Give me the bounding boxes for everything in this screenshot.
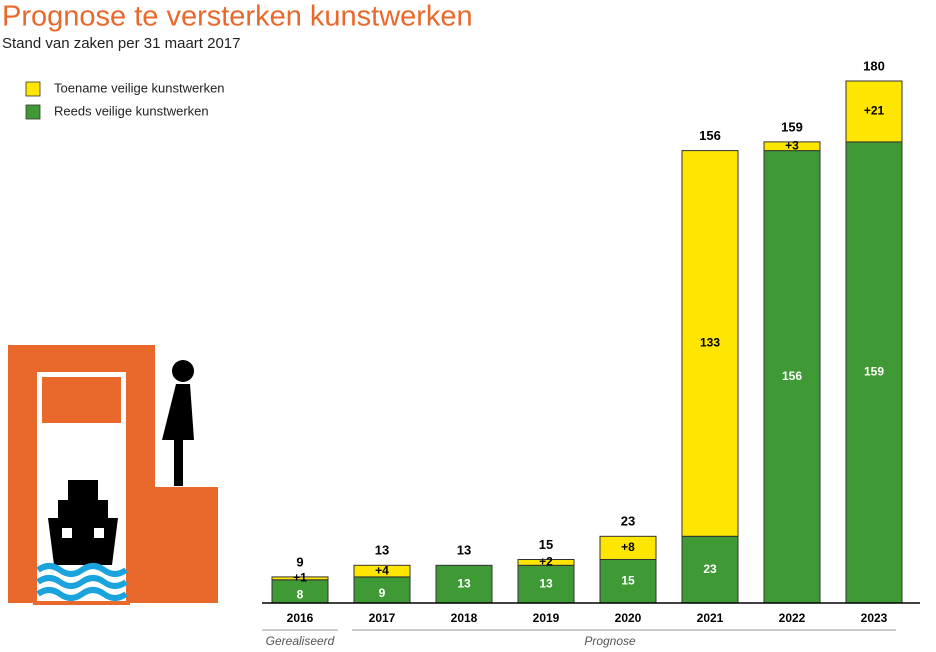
x-tick-label: 2017	[369, 611, 396, 625]
bar-segment	[353, 564, 411, 578]
illustration	[8, 345, 218, 605]
bar-segment	[599, 535, 657, 560]
value-label: +21	[864, 104, 885, 118]
bar-segment	[681, 150, 739, 537]
total-label: 15	[539, 537, 553, 552]
value-label: 23	[703, 562, 717, 576]
value-label: 9	[379, 586, 386, 600]
legend-swatch	[25, 81, 41, 97]
group-label: Prognose	[584, 634, 636, 648]
chart-subtitle: Stand van zaken per 31 maart 2017	[2, 35, 241, 52]
value-label: +4	[375, 563, 389, 577]
total-label: 159	[781, 119, 803, 134]
legend-label: Reeds veilige kunstwerken	[54, 103, 209, 118]
bar-segment	[763, 150, 821, 604]
bar-segment	[517, 564, 575, 604]
value-label: +3	[785, 138, 799, 152]
total-label: 13	[457, 543, 471, 558]
bar-segment	[763, 141, 821, 152]
bar-segment	[271, 576, 329, 581]
bar-segment	[599, 559, 657, 604]
x-tick-label: 2022	[779, 611, 806, 625]
bar-segment	[517, 559, 575, 566]
legend-label: Toename veilige kunstwerken	[54, 80, 225, 95]
value-label: 159	[864, 365, 884, 379]
value-label: 156	[782, 369, 802, 383]
value-label: +8	[621, 540, 635, 554]
x-tick-label: 2021	[697, 611, 724, 625]
group-label: Gerealiseerd	[266, 634, 335, 648]
legend-swatch	[25, 104, 41, 120]
value-label: +2	[539, 555, 553, 569]
x-tick-label: 2019	[533, 611, 560, 625]
value-label: +1	[293, 571, 307, 585]
total-label: 9	[296, 554, 303, 569]
x-tick-label: 2018	[451, 611, 478, 625]
x-tick-label: 2016	[287, 611, 314, 625]
total-label: 13	[375, 543, 389, 558]
x-tick-label: 2023	[861, 611, 888, 625]
value-label: 15	[621, 573, 635, 587]
x-tick-label: 2020	[615, 611, 642, 625]
value-label: 13	[539, 576, 553, 590]
total-label: 180	[863, 58, 885, 73]
chart-title: Prognose te versterken kunstwerken	[2, 1, 473, 33]
value-label: 133	[700, 336, 720, 350]
value-label: 13	[457, 576, 471, 590]
bar-segment	[845, 141, 903, 604]
value-label: 8	[297, 588, 304, 602]
bar-segment	[845, 80, 903, 143]
bar-segment	[435, 564, 493, 604]
total-label: 23	[621, 514, 635, 529]
total-label: 156	[699, 128, 721, 143]
